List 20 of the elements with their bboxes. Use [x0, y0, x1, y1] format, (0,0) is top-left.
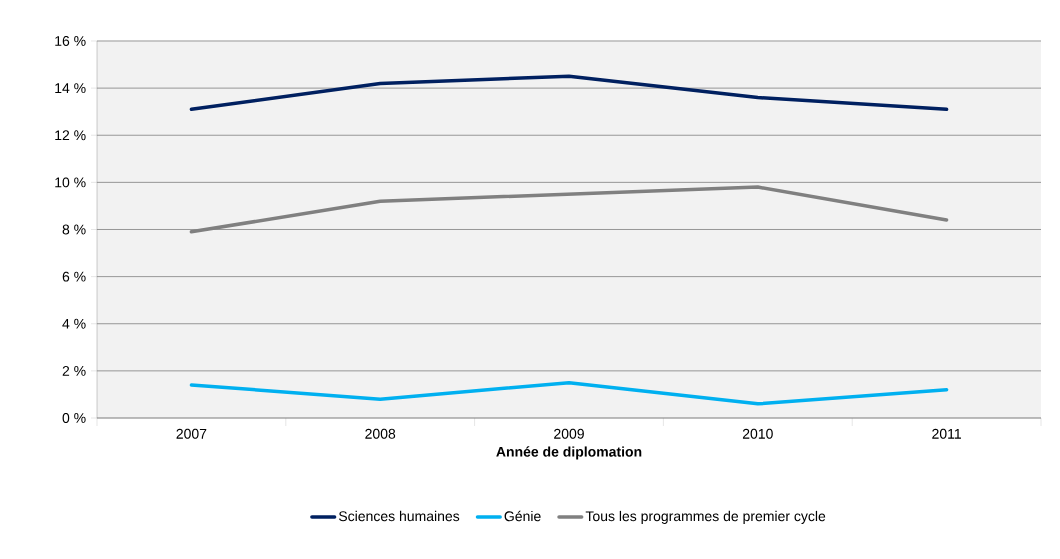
- legend-label: Tous les programmes de premier cycle: [585, 510, 826, 524]
- y-tick-label: 12 %: [55, 130, 86, 141]
- x-axis-title: Année de diplomation: [496, 446, 642, 460]
- legend-label: Génie: [504, 510, 541, 522]
- y-tick-label: 4 %: [62, 318, 86, 329]
- y-tick-label: 2 %: [62, 365, 86, 376]
- x-tick-label: 2008: [365, 428, 396, 439]
- x-tick-label: 2007: [176, 428, 207, 439]
- x-tick-label: 2010: [742, 428, 773, 439]
- y-tick-label: 8 %: [62, 224, 86, 235]
- y-tick-label: 6 %: [62, 271, 86, 282]
- y-tick-label: 0 %: [62, 413, 86, 423]
- x-tick-label: 2009: [554, 428, 584, 439]
- legend-label: Sciences humaines: [338, 510, 460, 522]
- y-tick-label: 16 %: [55, 36, 86, 46]
- line-series: [189, 74, 949, 112]
- line-series: [189, 380, 949, 406]
- x-tick-label: 2011: [932, 428, 961, 439]
- y-tick-label: 10 %: [55, 177, 86, 188]
- y-tick-label: 14 %: [55, 83, 86, 94]
